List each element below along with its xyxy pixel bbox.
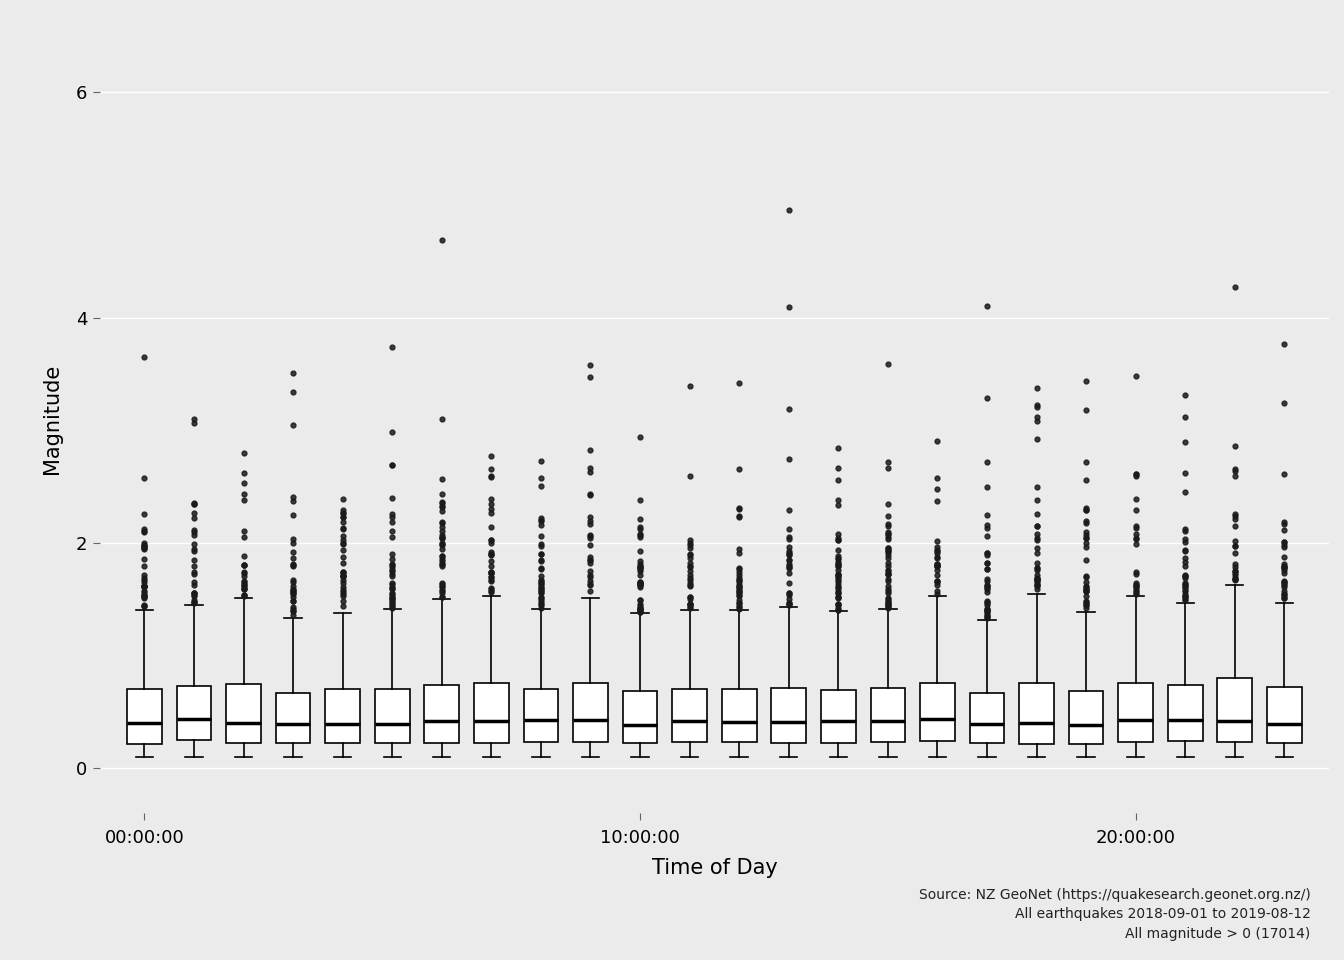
PathPatch shape	[672, 689, 707, 742]
PathPatch shape	[474, 683, 508, 743]
PathPatch shape	[622, 691, 657, 743]
PathPatch shape	[176, 685, 211, 740]
PathPatch shape	[722, 689, 757, 742]
X-axis label: Time of Day: Time of Day	[652, 858, 777, 877]
PathPatch shape	[871, 688, 906, 742]
PathPatch shape	[1168, 685, 1203, 741]
PathPatch shape	[1267, 686, 1302, 743]
PathPatch shape	[821, 690, 856, 743]
PathPatch shape	[128, 689, 161, 744]
PathPatch shape	[771, 688, 806, 743]
PathPatch shape	[969, 693, 1004, 743]
PathPatch shape	[524, 688, 558, 742]
Y-axis label: Magnitude: Magnitude	[42, 364, 62, 474]
PathPatch shape	[375, 689, 410, 743]
PathPatch shape	[1218, 678, 1253, 742]
Text: Source: NZ GeoNet (https://quakesearch.geonet.org.nz/)
All earthquakes 2018-09-0: Source: NZ GeoNet (https://quakesearch.g…	[919, 888, 1310, 941]
PathPatch shape	[1019, 684, 1054, 744]
PathPatch shape	[276, 693, 310, 743]
PathPatch shape	[1118, 683, 1153, 742]
PathPatch shape	[425, 685, 460, 743]
PathPatch shape	[573, 684, 607, 741]
PathPatch shape	[325, 689, 360, 743]
PathPatch shape	[226, 684, 261, 743]
PathPatch shape	[921, 683, 954, 741]
PathPatch shape	[1068, 691, 1103, 744]
